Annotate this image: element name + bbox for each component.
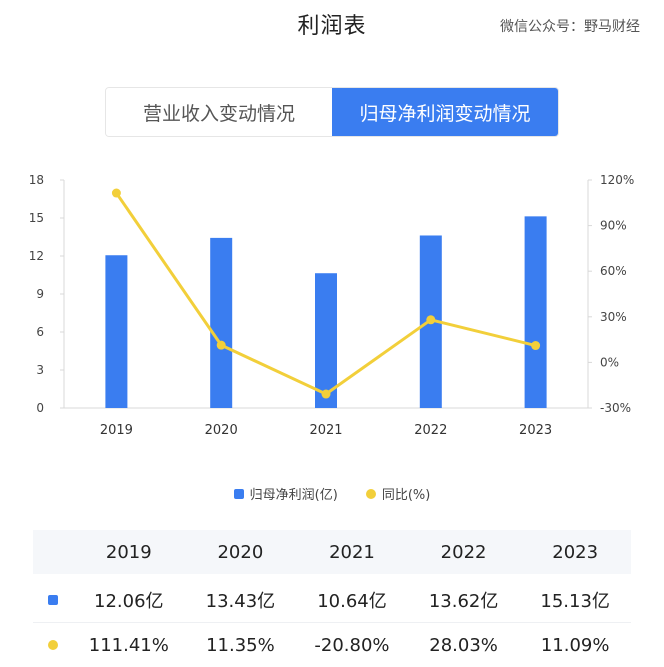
right-axis-tick-label: 60% — [600, 264, 627, 278]
yoy-point-2023 — [531, 341, 541, 351]
legend-label-yoy: 同比(%) — [381, 488, 431, 503]
table-cell: 11.35% — [206, 634, 275, 656]
left-axis-tick-label: 18 — [29, 173, 44, 187]
x-axis-tick-label: 2020 — [205, 423, 238, 438]
table-cell: 10.64亿 — [317, 591, 387, 612]
table-cell: -20.80% — [314, 634, 390, 656]
chart-legend: 归母净利润(亿) 同比(%) — [0, 484, 664, 503]
x-axis-tick-label: 2021 — [309, 423, 342, 438]
legend-item-yoy[interactable]: 同比(%) — [365, 484, 431, 503]
profit-chart: 18 15 12 9 6 3 0 120% 90% 60% 30% 0% -30% 2019 2020 202… — [29, 173, 635, 438]
table-header-row: 2019 2020 2021 2022 2023 — [33, 530, 631, 574]
x-axis-tick-label: 2022 — [414, 423, 447, 438]
legend-circle-icon — [365, 488, 376, 499]
table-header-cell: 2023 — [552, 541, 599, 563]
tab-bar: 营业收入变动情况 归母净利润变动情况 — [105, 87, 559, 137]
table-header-cell: 2019 — [105, 541, 152, 563]
circle-marker-icon — [48, 640, 58, 650]
yoy-point-2020 — [216, 340, 226, 350]
table-row-net-profit: 12.06亿 13.43亿 10.64亿 13.62亿 15.13亿 — [33, 578, 631, 622]
table-cell: 13.43亿 — [205, 591, 276, 612]
bar-2020 — [210, 237, 233, 408]
legend-square-icon — [233, 488, 244, 499]
yoy-point-2021 — [321, 389, 331, 399]
tab-revenue-change[interactable]: 营业收入变动情况 — [106, 88, 332, 136]
table-cell: 13.62亿 — [428, 591, 499, 612]
right-axis-tick-label: 90% — [600, 219, 627, 233]
right-axis-tick-label: 120% — [600, 173, 634, 187]
watermark: 微信公众号：野马财经 — [500, 19, 640, 35]
right-axis-tick-label: 0% — [600, 355, 619, 369]
table-header-cell: 2022 — [440, 541, 487, 563]
right-axis-tick-label: 30% — [600, 310, 627, 324]
table-cell: 15.13亿 — [540, 591, 610, 612]
left-axis-tick-label: 12 — [29, 249, 44, 263]
yoy-point-2022 — [426, 315, 436, 325]
x-axis-tick-label: 2019 — [100, 423, 133, 438]
table-cell: 11.09% — [540, 634, 610, 656]
table-cell: 12.06亿 — [94, 591, 164, 612]
tab-net-profit-change[interactable]: 归母净利润变动情况 — [332, 88, 558, 136]
data-table: 2019 2020 2021 2022 2023 12.06亿 13.43亿 1… — [33, 530, 631, 661]
yoy-point-2019 — [111, 188, 121, 198]
bar-2023 — [524, 216, 547, 408]
bar-2021 — [315, 273, 337, 408]
page-title: 利润表 — [297, 14, 367, 39]
table-header-cell: 2021 — [329, 541, 375, 563]
legend-label-net-profit: 归母净利润(亿) — [249, 488, 338, 503]
left-axis-tick-label: 15 — [29, 211, 44, 225]
left-axis-tick-label: 9 — [36, 287, 44, 301]
row-marker — [33, 640, 73, 650]
table-cell: 111.41% — [88, 634, 169, 656]
x-axis-tick-label: 2023 — [519, 423, 552, 438]
table-header-cell: 2020 — [217, 541, 264, 563]
left-axis-tick-label: 3 — [36, 363, 44, 377]
legend-item-net-profit[interactable]: 归母净利润(亿) — [233, 484, 338, 503]
table-row-yoy: 111.41% 11.35% -20.80% 28.03% 11.09% — [33, 622, 631, 667]
left-axis-tick-label: 0 — [36, 401, 44, 415]
left-axis-tick-label: 6 — [36, 325, 44, 339]
table-cell: 28.03% — [429, 634, 498, 656]
row-marker — [33, 595, 73, 605]
bar-2019 — [105, 255, 128, 408]
square-marker-icon — [48, 595, 58, 605]
right-axis-tick-label: -30% — [600, 401, 631, 415]
